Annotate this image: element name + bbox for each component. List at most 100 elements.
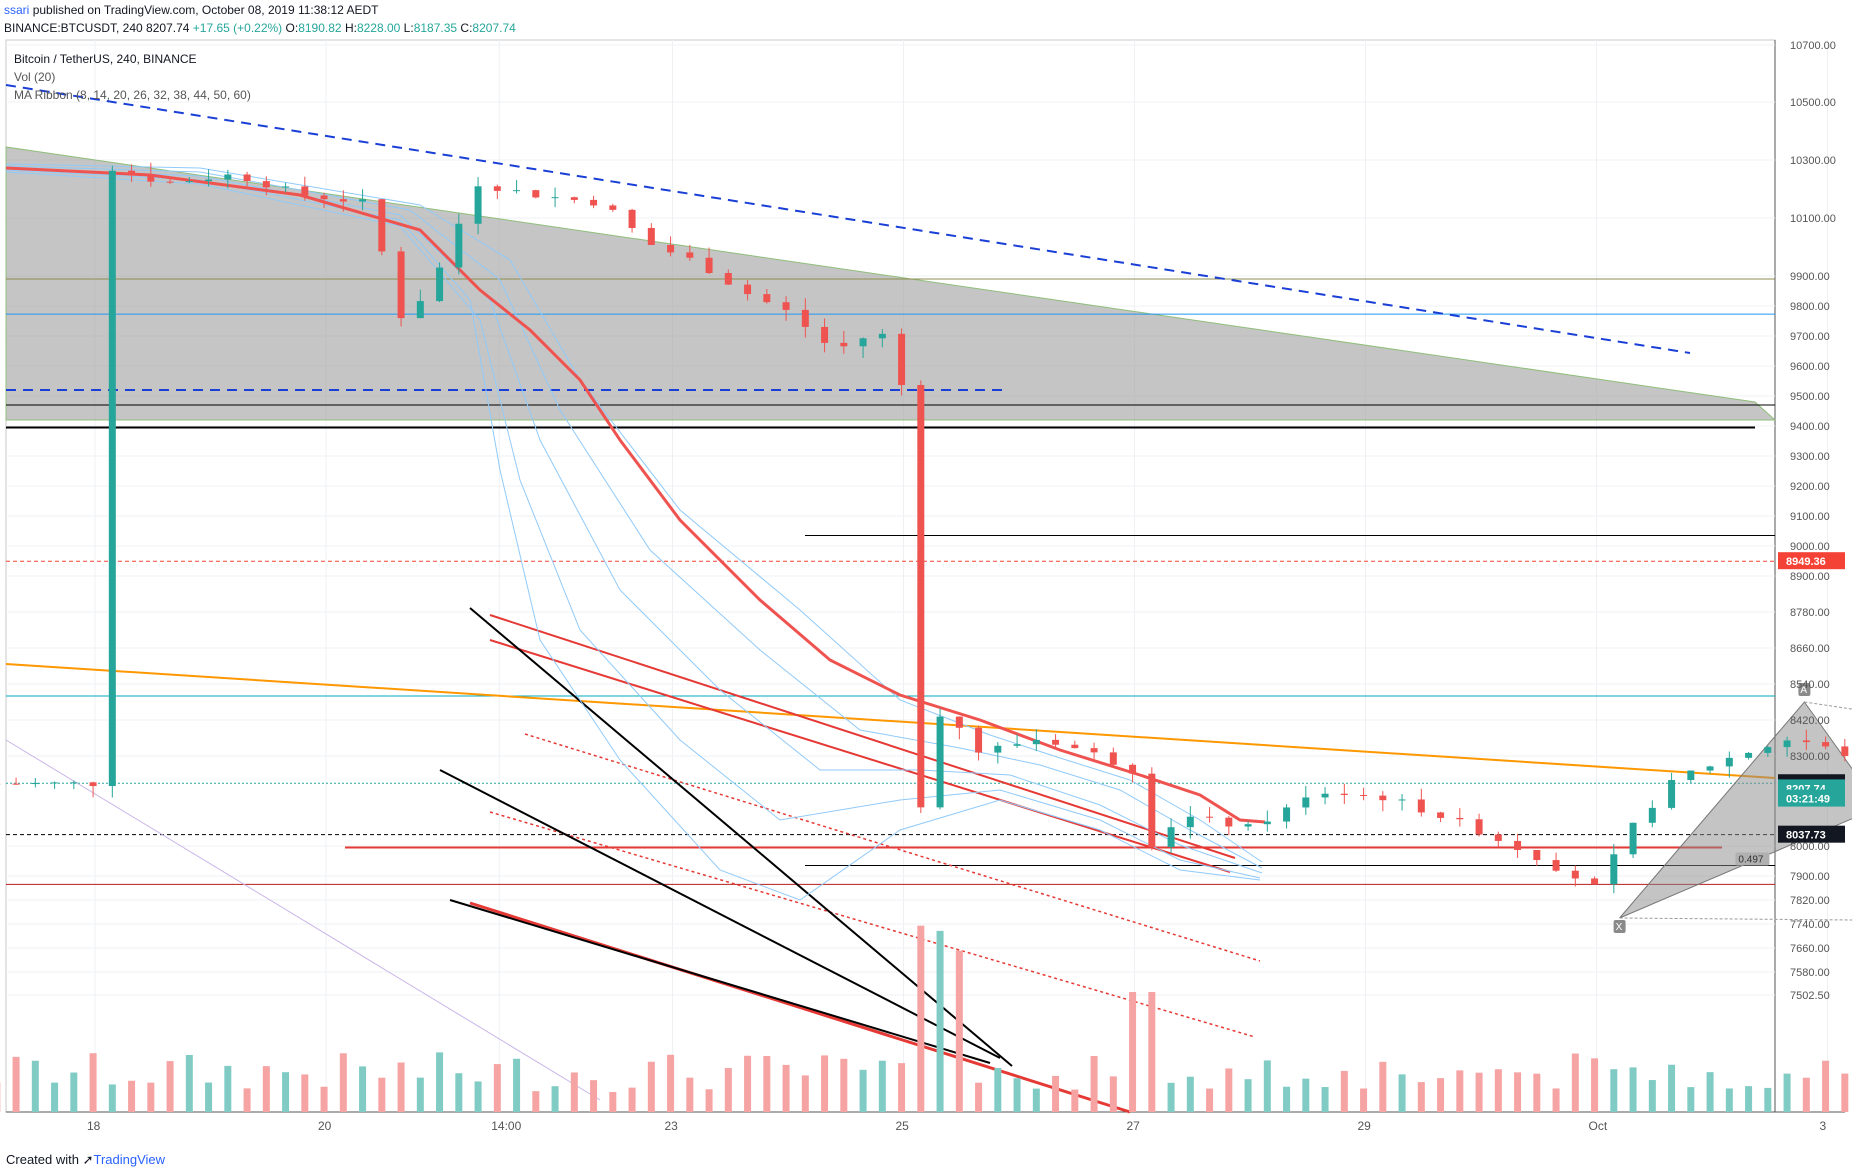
volume-bar: [821, 1055, 829, 1112]
volume-bar: [859, 1069, 867, 1112]
volume-bar: [1552, 1088, 1560, 1112]
candle-body: [513, 190, 521, 192]
candle-body: [1687, 770, 1695, 781]
candle-body: [1167, 827, 1175, 848]
candle-body: [1186, 816, 1194, 828]
volume-bar: [416, 1077, 424, 1112]
candle-body: [1398, 799, 1406, 801]
volume-bar: [898, 1063, 906, 1112]
axis-price-label-0: 8949.36: [1786, 556, 1826, 568]
volume-bar: [1456, 1070, 1464, 1112]
candle-body: [1032, 739, 1040, 745]
volume-bar: [1591, 1058, 1599, 1112]
price-tick-label-13: 9000.00: [1790, 541, 1830, 553]
candle-body: [70, 782, 78, 784]
candle-body: [1610, 854, 1618, 885]
volume-bar: [320, 1086, 328, 1112]
candle-body: [955, 716, 963, 728]
volume-bar: [513, 1058, 521, 1112]
volume-bar: [1321, 1087, 1329, 1112]
volume-bar: [1514, 1072, 1522, 1112]
candle-body: [936, 716, 944, 808]
candle-body: [570, 197, 578, 200]
volume-bar: [1013, 1078, 1021, 1112]
axis-price-label-4: 8037.73: [1786, 830, 1826, 842]
volume-bar: [551, 1086, 559, 1112]
candle-body: [647, 227, 655, 245]
volume-bar: [1437, 1078, 1445, 1112]
pattern-ac-line: [1804, 701, 1852, 710]
candle-body: [108, 170, 116, 787]
price-tick-label-18: 8420.00: [1790, 715, 1830, 727]
candle-body: [359, 199, 367, 202]
candle-body: [1090, 748, 1098, 753]
volume-bar: [1745, 1086, 1753, 1112]
author-link[interactable]: ssari: [4, 3, 30, 17]
candle-body: [1206, 816, 1214, 818]
symbol-ohlc-line: BINANCE:BTCUSDT, 240 8207.74 +17.65 (+0.…: [4, 21, 516, 36]
volume-bar: [1379, 1061, 1387, 1112]
candle-body: [224, 174, 232, 180]
candle-body: [1417, 799, 1425, 813]
volume-bar: [570, 1072, 578, 1112]
pattern-ratio-0: 0.497: [1738, 855, 1763, 866]
consolidation-zone: [5, 146, 1777, 421]
symbol-label: BINANCE:BTCUSDT, 240: [4, 21, 143, 35]
ma-ribbon-line-3: [5, 165, 1263, 869]
price-tick-label-24: 7660.00: [1790, 943, 1830, 955]
candle-body: [1514, 840, 1522, 850]
time-tick-label-4: 25: [896, 1119, 910, 1133]
candle-body: [1475, 819, 1483, 835]
volume-bar: [782, 1064, 790, 1112]
candle-body: [667, 244, 675, 253]
volume-bar: [70, 1072, 78, 1112]
candle-body: [975, 727, 983, 753]
volume-bar: [1668, 1064, 1676, 1112]
volume-bar: [1109, 1076, 1117, 1112]
volume-bar: [609, 1091, 617, 1112]
legend-volume: Vol (20): [14, 70, 56, 84]
volume-bar: [1340, 1070, 1348, 1112]
publish-line: ssari published on TradingView.com, Octo…: [4, 3, 378, 18]
price-tick-label-4: 9900.00: [1790, 271, 1830, 283]
candle-body: [1129, 764, 1137, 774]
volume-bar: [1283, 1086, 1291, 1112]
volume-bar: [724, 1067, 732, 1112]
tradingview-brand[interactable]: TradingView: [93, 1152, 166, 1167]
candle-body: [705, 257, 713, 274]
time-tick-label-0: 18: [87, 1119, 101, 1133]
volume-bar: [1687, 1087, 1695, 1112]
time-tick-label-1: 20: [318, 1119, 332, 1133]
candle-body: [1437, 812, 1445, 818]
volume-bar: [455, 1073, 463, 1112]
ma-ribbon-line-1: [5, 171, 1261, 879]
candle-body: [339, 199, 347, 202]
volume-bar: [31, 1060, 39, 1112]
candle-body: [1668, 780, 1676, 808]
pattern-point-X: X: [1616, 922, 1623, 933]
volume-bar: [955, 950, 963, 1112]
pattern-point-A: A: [1800, 685, 1807, 696]
legend-ma-ribbon: MA Ribbon (8, 14, 20, 26, 32, 38, 44, 50…: [14, 88, 251, 102]
candle-body: [917, 384, 925, 808]
candle-body: [1244, 824, 1252, 827]
candle-body: [1013, 744, 1021, 746]
candle-body: [1340, 793, 1348, 795]
legend-title: Bitcoin / TetherUS, 240, BINANCE: [14, 52, 197, 66]
volume-bar: [282, 1072, 290, 1112]
volume-bar: [397, 1062, 405, 1112]
price-tick-label-22: 7820.00: [1790, 895, 1830, 907]
candle-body: [1706, 766, 1714, 771]
volume-bar: [51, 1082, 59, 1112]
volume-bar: [1802, 1077, 1810, 1112]
volume-bar: [763, 1056, 771, 1112]
volume-bar: [744, 1055, 752, 1112]
candle-body: [378, 199, 386, 252]
volume-bar: [1167, 1082, 1175, 1112]
candle-body: [320, 195, 328, 200]
publish-text: published on TradingView.com, October 08…: [32, 3, 379, 17]
ma-ribbon-line-2: [5, 167, 1263, 874]
volume-bar: [1706, 1072, 1714, 1112]
candle-body: [1533, 849, 1541, 861]
